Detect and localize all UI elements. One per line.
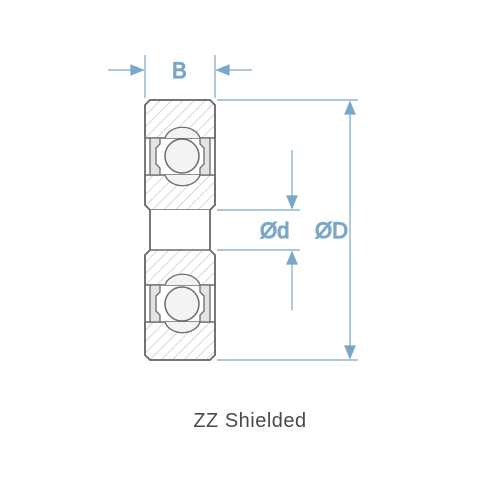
- shield-bottom-right: [200, 285, 210, 322]
- shield-top-left: [150, 138, 160, 175]
- dimension-B: B: [108, 55, 252, 98]
- dimension-d: Ød: [217, 150, 300, 310]
- bearing-body: [145, 100, 215, 360]
- inner-ring-bottom: [145, 250, 215, 285]
- label-d: Ød: [260, 218, 289, 243]
- diagram-canvas: B Ød ØD ZZ Shielded: [0, 0, 500, 500]
- label-B: B: [172, 58, 187, 83]
- ball-top: [165, 139, 199, 173]
- shield-bottom-left: [150, 285, 160, 322]
- bore-gap: [145, 210, 215, 250]
- ball-bottom: [165, 287, 199, 321]
- inner-ring-top: [145, 175, 215, 210]
- label-D: ØD: [315, 218, 348, 243]
- outer-ring-bottom: [145, 322, 215, 360]
- shield-top-right: [200, 138, 210, 175]
- caption-text: ZZ Shielded: [0, 410, 500, 433]
- outer-ring-top: [145, 100, 215, 138]
